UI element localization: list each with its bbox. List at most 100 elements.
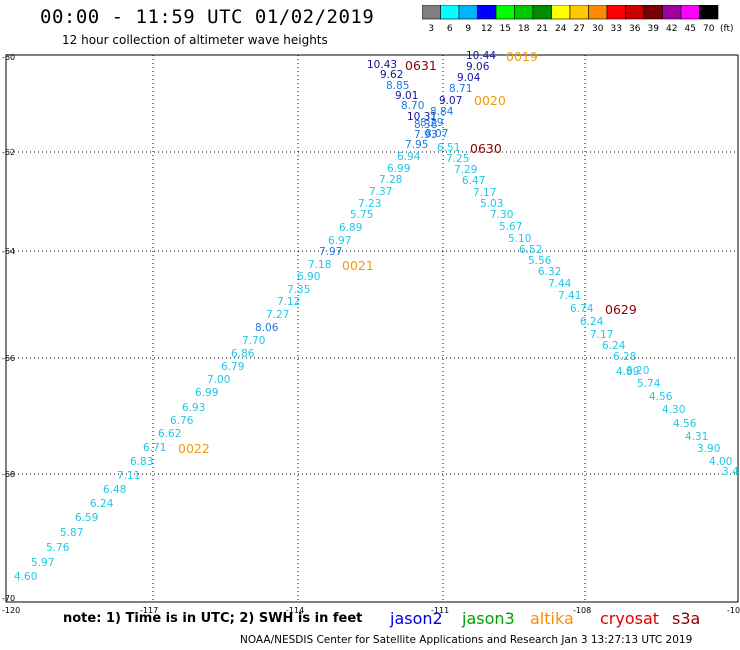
swh-value: 6.24 — [602, 340, 626, 352]
swh-value: 6.62 — [158, 428, 181, 440]
swh-value: 7.70 — [242, 335, 265, 347]
colorbar-label: 42 — [666, 24, 677, 34]
swh-value: 5.56 — [528, 255, 552, 267]
swh-value: 3.90 — [697, 443, 720, 455]
swh-value: 4.60 — [14, 571, 37, 583]
colorbar-label: 70 — [703, 24, 715, 34]
swh-value: 5.87 — [60, 527, 83, 539]
swh-value: 9.62 — [380, 69, 403, 81]
swh-value: 5.97 — [31, 557, 54, 569]
swh-value: 4.56 — [649, 391, 673, 403]
latitude-label: -60 — [2, 53, 15, 62]
swh-value: 9.01 — [395, 90, 418, 102]
swh-value: 4.00 — [709, 456, 732, 468]
swh-value: 7.17 — [590, 329, 613, 341]
colorbar-label: 12 — [481, 24, 492, 34]
swh-value: 8.38 — [414, 119, 437, 131]
swh-value: 7.35 — [287, 284, 310, 296]
colorbar-label: 21 — [537, 24, 548, 34]
swh-value: 6.20 — [626, 365, 649, 377]
colorbar-label: 15 — [500, 24, 511, 34]
colorbar-label: 36 — [629, 24, 641, 34]
swh-value: 7.23 — [358, 198, 381, 210]
swh-value: 7.93 — [414, 129, 437, 141]
legend-s3a: s3a — [672, 609, 701, 628]
swh-value: 9.06 — [466, 61, 490, 73]
swh-value: 4.56 — [673, 418, 697, 430]
swh-value: 6.86 — [231, 348, 255, 360]
swh-value: 6.51 — [437, 142, 460, 154]
swh-value: 6.52 — [519, 244, 542, 256]
legend-jason3: jason3 — [462, 609, 515, 628]
pass-time-label: 0630 — [470, 141, 502, 156]
swh-value: 5.67 — [499, 221, 522, 233]
swh-value: 6.93 — [182, 402, 205, 414]
colorbar-label: 33 — [611, 24, 622, 34]
swh-value: 6.83 — [130, 456, 153, 468]
color-scale-bar: 3 6 9 12 15 18 21 24 27 30 33 36 39 42 45 70 (ft) — [422, 5, 734, 34]
swh-value: 5.10 — [508, 233, 531, 245]
footnote: note: 1) Time is in UTC; 2) SWH is in fe… — [63, 611, 363, 626]
colorbar-label: 18 — [518, 24, 530, 34]
swh-value: 6.89 — [339, 222, 362, 234]
swh-value: 7.18 — [308, 259, 331, 271]
colorbar-swatch — [699, 5, 719, 20]
latitude-label: -68 — [2, 470, 15, 479]
swh-value: 5.74 — [637, 378, 661, 390]
swh-value: 4.30 — [662, 404, 685, 416]
latitude-label: -70 — [2, 594, 15, 603]
swh-value: 6.24 — [90, 498, 114, 510]
pass-time-label: 0020 — [474, 93, 506, 108]
swh-value: 9.07 — [439, 95, 462, 107]
swh-value: 7.11 — [117, 470, 140, 482]
swh-value: 7.17 — [473, 187, 496, 199]
swh-value: 7.29 — [454, 164, 477, 176]
colorbar-label: 45 — [685, 24, 696, 34]
swh-value: 8.07 — [425, 128, 448, 140]
swh-value: 8.85 — [386, 80, 409, 92]
credit-line: NOAA/NESDIS Center for Satellite Applica… — [240, 634, 693, 646]
swh-value: 6.94 — [397, 151, 421, 163]
swh-value: 7.41 — [558, 290, 581, 302]
swh-value: 6.99 — [195, 387, 218, 399]
swh-value: 4.31 — [685, 431, 708, 443]
swh-value: 5.75 — [350, 209, 373, 221]
colorbar-label: 27 — [574, 24, 585, 34]
swh-value: 8.06 — [255, 322, 279, 334]
legend-jason2: jason2 — [390, 609, 443, 628]
longitude-label: -111 — [431, 606, 449, 615]
latitude-label: -62 — [2, 148, 15, 157]
swh-value: 10.43 — [367, 59, 397, 71]
latitude-label: -66 — [2, 354, 15, 363]
colorbar-label: 6 — [447, 24, 453, 34]
swh-value: 5.76 — [46, 542, 70, 554]
swh-value: 5.03 — [480, 198, 503, 210]
swh-value: 6.28 — [613, 351, 636, 363]
pass-time-label: 0019 — [506, 49, 538, 64]
swh-value: 6.71 — [143, 442, 166, 454]
swh-value: 10.44 — [466, 50, 496, 62]
colorbar-label: 3 — [428, 24, 434, 34]
swh-value: 8.70 — [401, 100, 424, 112]
swh-value: 6.74 — [570, 303, 594, 315]
swh-value: 6.97 — [328, 235, 351, 247]
swh-value: 9.04 — [457, 72, 481, 84]
swh-value: 7.37 — [369, 186, 392, 198]
colorbar-label: 24 — [555, 24, 567, 34]
swh-value: 7.28 — [379, 174, 402, 186]
latitude-label: -64 — [2, 247, 15, 256]
colorbar-unit: (ft) — [720, 24, 734, 34]
swh-value: 6.24 — [580, 316, 604, 328]
swh-value: 7.44 — [548, 278, 572, 290]
swh-value: 6.59 — [75, 512, 98, 524]
swh-value: 6.48 — [103, 484, 126, 496]
colorbar-label: 30 — [592, 24, 604, 34]
legend-altika: altika — [530, 609, 574, 628]
colorbar-label: 39 — [648, 24, 660, 34]
swh-value: 7.30 — [490, 209, 513, 221]
swh-value: 7.97 — [319, 246, 342, 258]
longitude-label: -120 — [2, 606, 20, 615]
swh-value: 8.29 — [420, 117, 443, 129]
pass-time-label: 0021 — [342, 258, 374, 273]
